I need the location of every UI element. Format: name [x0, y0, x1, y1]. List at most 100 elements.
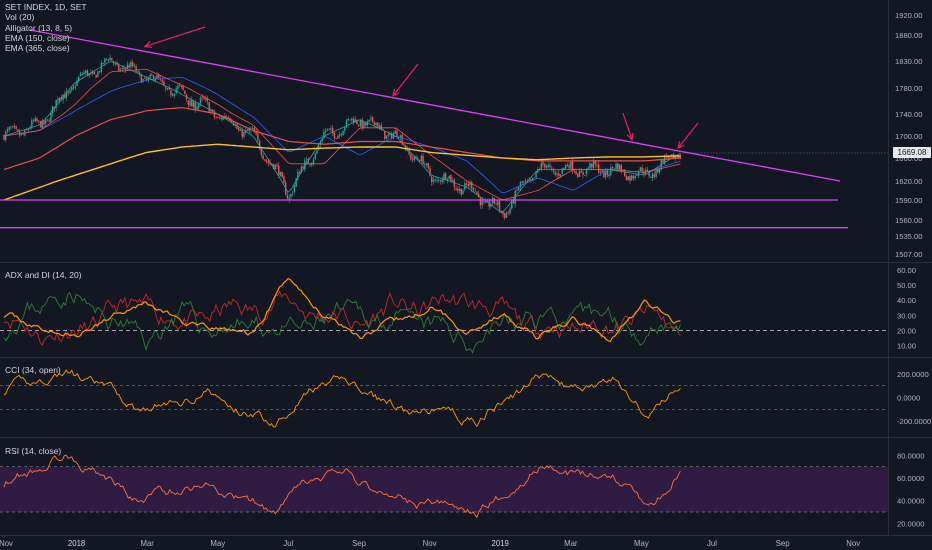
candle-body: [130, 62, 132, 67]
candle-body: [497, 201, 499, 205]
candle-body: [432, 179, 435, 182]
candle-body: [340, 134, 343, 136]
candle-body: [305, 159, 308, 161]
candle: [238, 125, 240, 133]
candle: [316, 148, 318, 155]
candle: [295, 177, 297, 188]
candle-body: [15, 126, 17, 130]
candle-body: [323, 131, 325, 139]
candle-body: [377, 122, 379, 128]
cci-legend[interactable]: CCI (34, open): [5, 365, 61, 375]
candle-body: [636, 175, 638, 176]
price-tick-label: 1880.00: [895, 31, 922, 40]
candle-body: [451, 180, 454, 182]
candle-body: [648, 171, 650, 177]
candle-body: [269, 162, 271, 164]
candle-body: [429, 167, 431, 176]
candle-body: [389, 132, 391, 135]
candle-body: [512, 199, 515, 204]
candle-body: [601, 170, 603, 173]
candle: [278, 162, 280, 179]
candle: [465, 180, 468, 188]
candle: [627, 175, 629, 181]
candle-body: [213, 111, 216, 118]
time-axis-label: 2018: [68, 539, 85, 548]
candle-body: [535, 171, 537, 178]
candle-body: [300, 166, 303, 173]
candle-body: [655, 168, 657, 177]
candle-body: [603, 170, 605, 178]
legend-ema-365[interactable]: EMA (365, close): [5, 43, 70, 54]
candle-body: [392, 133, 395, 139]
candle-body: [8, 127, 10, 130]
candle-body: [184, 90, 186, 95]
legend-ema-150[interactable]: EMA (150, close): [5, 32, 70, 43]
legend-volume[interactable]: Vol (20): [5, 12, 35, 23]
candle: [603, 170, 605, 178]
candle-body: [283, 176, 285, 184]
candle-body: [431, 176, 433, 183]
candle-body: [584, 174, 586, 176]
candle: [596, 162, 598, 169]
candle: [361, 117, 363, 131]
candle-body: [222, 116, 224, 120]
candle-body: [189, 100, 191, 106]
candle-body: [337, 135, 339, 139]
candle-body: [76, 80, 78, 86]
rsi-legend[interactable]: RSI (14, close): [5, 446, 62, 456]
candle-body: [111, 57, 113, 61]
candle-body: [660, 160, 662, 169]
candle-body: [476, 191, 478, 195]
price-tick-label: 1535.00: [895, 232, 922, 241]
candle: [15, 125, 17, 131]
candle: [43, 119, 45, 128]
candle-body: [293, 185, 296, 193]
cci-tick-label: 0.0000: [897, 394, 920, 403]
candle-body: [677, 155, 680, 158]
candle: [469, 179, 471, 189]
candle: [217, 116, 219, 119]
candle-body: [210, 110, 212, 112]
candle-body: [540, 163, 542, 170]
price-tick-label: 1700.00: [895, 132, 922, 141]
candle-body: [217, 117, 219, 119]
price-tick-label: 1507.00: [895, 250, 922, 259]
candle-body: [502, 211, 504, 215]
candle-body: [606, 170, 609, 176]
candle-body: [410, 154, 412, 160]
candle-body: [604, 170, 607, 177]
candle: [11, 125, 14, 129]
candle: [474, 188, 476, 192]
candle: [462, 188, 464, 195]
candle-body: [618, 164, 621, 170]
candle: [36, 117, 38, 123]
rsi-tick-label: 80.0000: [897, 451, 924, 460]
candle-body: [156, 75, 158, 79]
candle-body: [27, 129, 30, 131]
candle: [384, 131, 386, 141]
arrow-head: [143, 41, 153, 48]
adx-line: [3, 277, 681, 343]
candle-body: [599, 171, 602, 173]
candle-body: [359, 120, 362, 127]
candle-body: [608, 174, 610, 176]
candle-body: [74, 86, 76, 88]
candle-body: [149, 74, 151, 78]
time-axis-label: May: [210, 539, 225, 548]
candle-body: [425, 163, 428, 165]
candle-body: [570, 161, 572, 169]
candle-body: [596, 164, 598, 166]
candle-body: [561, 168, 563, 174]
adx-legend[interactable]: ADX and DI (14, 20): [5, 270, 82, 280]
candle: [6, 126, 9, 134]
candle: [328, 128, 330, 131]
candle-body: [205, 98, 207, 100]
time-axis-label: Sep: [352, 539, 367, 548]
candle: [639, 166, 642, 172]
candle: [225, 114, 228, 118]
legend-alligator[interactable]: Alligator (13, 8, 5): [5, 22, 73, 33]
candle-body: [203, 98, 205, 99]
candle: [135, 64, 137, 73]
legend-symbol[interactable]: SET INDEX, 1D, SET: [5, 2, 87, 12]
